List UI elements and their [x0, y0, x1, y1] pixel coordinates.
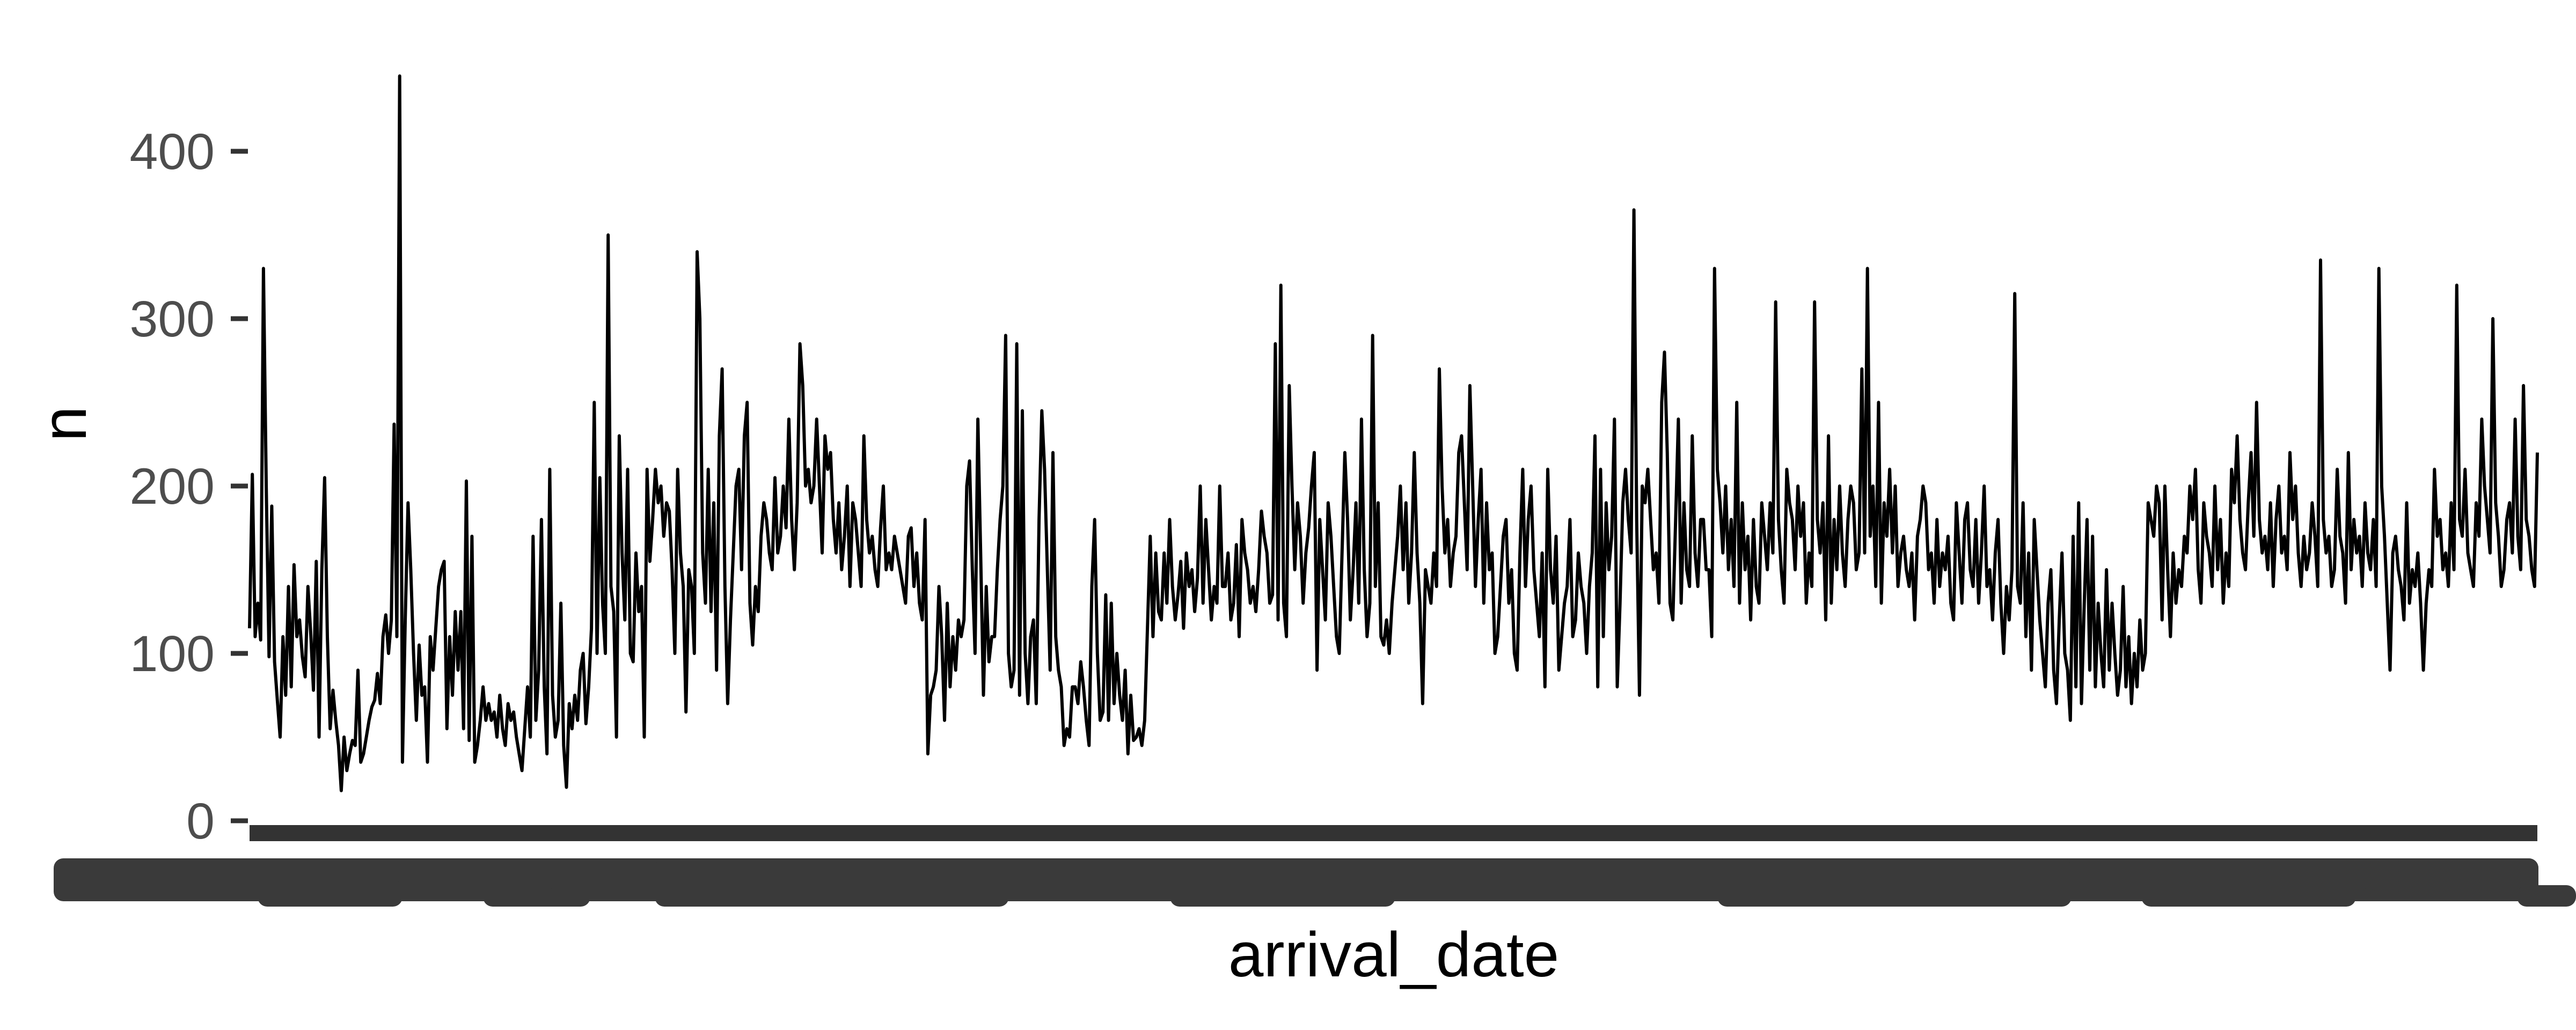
x-tick-labels-overplotted	[1551, 858, 1728, 891]
x-axis	[54, 825, 2576, 907]
x-axis-title: arrival_date	[1228, 919, 1560, 990]
y-tick-label: 400	[129, 123, 215, 180]
x-tick-labels-overplotted	[2141, 880, 2356, 907]
x-tick-labels-overplotted	[1717, 858, 2072, 907]
x-tick-labels-overplotted	[2361, 858, 2538, 891]
x-tick-labels-overplotted	[1170, 880, 1395, 907]
y-axis: 0 100 200 300 400	[129, 123, 248, 850]
y-tick-label: 100	[129, 626, 215, 682]
x-tick-marks	[250, 825, 2537, 841]
y-axis-title: n	[29, 406, 100, 442]
x-tick-labels-overplotted	[2517, 885, 2576, 907]
x-tick-labels-overplotted	[258, 880, 402, 907]
y-tick-label: 300	[129, 291, 215, 348]
x-tick-labels-overplotted	[655, 858, 1009, 907]
y-tick-label: 200	[129, 458, 215, 515]
y-tick-label: 0	[186, 793, 215, 850]
series-line-n	[248, 74, 2539, 792]
